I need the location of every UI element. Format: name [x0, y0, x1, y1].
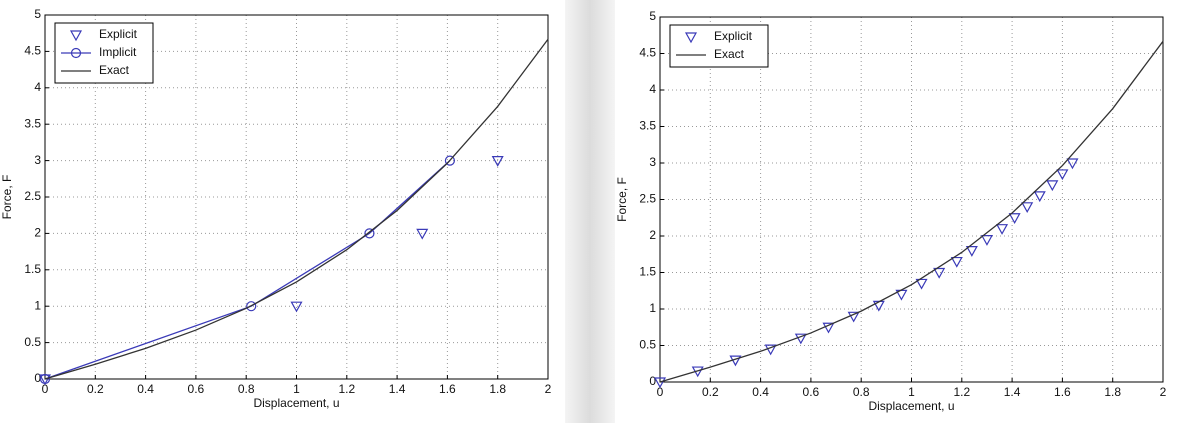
- marker: [965, 246, 978, 257]
- marker: [364, 228, 375, 239]
- y-tick-label: 1.5: [24, 262, 41, 276]
- series-line: [44, 38, 549, 380]
- y-tick-label: 3: [34, 153, 41, 167]
- marker: [1008, 213, 1021, 224]
- y-tick-label: 3.5: [639, 119, 656, 133]
- x-tick-label: 0.2: [702, 385, 719, 399]
- legend-label: Exact: [99, 63, 130, 77]
- y-tick-label: 4.5: [639, 46, 656, 60]
- marker: [653, 377, 667, 389]
- y-tick-label: 2: [649, 228, 656, 242]
- y-tick-label: 4: [34, 80, 41, 94]
- x-tick-label: 1.6: [1054, 385, 1071, 399]
- x-tick-label: 1.2: [953, 385, 970, 399]
- plot-frame: [44, 14, 549, 380]
- marker: [950, 256, 963, 268]
- x-tick-label: 0.4: [752, 385, 769, 399]
- marker: [444, 155, 456, 166]
- x-tick-label: 1.8: [1104, 385, 1121, 399]
- marker: [1056, 169, 1069, 181]
- x-tick-label: 0: [42, 382, 49, 396]
- y-tick-label: 1: [649, 301, 656, 315]
- x-tick-label: 0.4: [137, 382, 154, 396]
- x-tick-label: 0.8: [238, 382, 255, 396]
- x-tick-label: 1.6: [439, 382, 456, 396]
- separator: [565, 0, 615, 423]
- x-tick-label: 1: [908, 385, 915, 399]
- y-tick-label: 1.5: [639, 265, 656, 279]
- legend-box: [669, 24, 769, 68]
- y-tick-label: 1: [34, 298, 41, 312]
- y-tick-label: 5: [34, 7, 41, 21]
- x-tick-label: 0.6: [188, 382, 205, 396]
- y-tick-label: 4: [649, 82, 656, 96]
- marker: [491, 156, 504, 167]
- marker: [1021, 202, 1034, 214]
- x-tick-label: 1.4: [1004, 385, 1021, 399]
- y-tick-label: 5: [649, 9, 656, 23]
- marker: [764, 344, 777, 356]
- series-line: [44, 160, 451, 380]
- y-tick-label: 3.5: [24, 116, 41, 130]
- y-tick-label: 2.5: [639, 192, 656, 206]
- plot-frame: [659, 16, 1164, 383]
- y-tick-label: 0: [649, 374, 656, 388]
- marker: [416, 228, 429, 240]
- legend-label: Explicit: [714, 29, 753, 43]
- x-tick-label: 0: [657, 385, 664, 399]
- x-axis-label: Displacement, u: [253, 396, 339, 410]
- marker: [980, 235, 993, 246]
- y-tick-label: 2.5: [24, 189, 41, 203]
- marker: [246, 301, 257, 312]
- legend-label: Exact: [714, 47, 745, 61]
- plot-area: [660, 17, 1163, 382]
- x-tick-label: 0.2: [87, 382, 104, 396]
- marker: [69, 30, 83, 42]
- x-tick-label: 1.8: [489, 382, 506, 396]
- marker: [822, 322, 835, 334]
- x-tick-label: 0.6: [803, 385, 820, 399]
- marker: [1066, 158, 1079, 170]
- x-tick-label: 1.4: [389, 382, 406, 396]
- y-tick-label: 0.5: [639, 338, 656, 352]
- marker: [794, 333, 807, 345]
- marker: [70, 47, 82, 59]
- y-axis-label: Force, F: [0, 175, 14, 220]
- marker: [1033, 191, 1046, 203]
- y-tick-label: 2: [34, 226, 41, 240]
- marker: [684, 32, 698, 44]
- legend-label: Explicit: [99, 27, 138, 41]
- legend-box: [54, 22, 154, 84]
- marker: [39, 373, 51, 385]
- x-tick-label: 1: [293, 382, 300, 396]
- marker: [915, 278, 928, 290]
- x-tick-label: 2: [1160, 385, 1167, 399]
- x-tick-label: 1.2: [338, 382, 355, 396]
- marker: [290, 301, 303, 313]
- x-tick-label: 2: [545, 382, 552, 396]
- y-tick-label: 0.5: [24, 335, 41, 349]
- y-axis-label: Force, F: [615, 177, 629, 222]
- y-tick-label: 3: [649, 155, 656, 169]
- marker: [996, 224, 1009, 235]
- y-tick-label: 4.5: [24, 44, 41, 58]
- legend-label: Implicit: [99, 45, 137, 59]
- y-tick-label: 0: [34, 371, 41, 385]
- series-line: [659, 40, 1164, 383]
- marker: [933, 267, 946, 279]
- x-axis-label: Displacement, u: [868, 399, 954, 413]
- marker: [1046, 180, 1059, 192]
- marker: [847, 311, 860, 323]
- x-tick-label: 0.8: [853, 385, 870, 399]
